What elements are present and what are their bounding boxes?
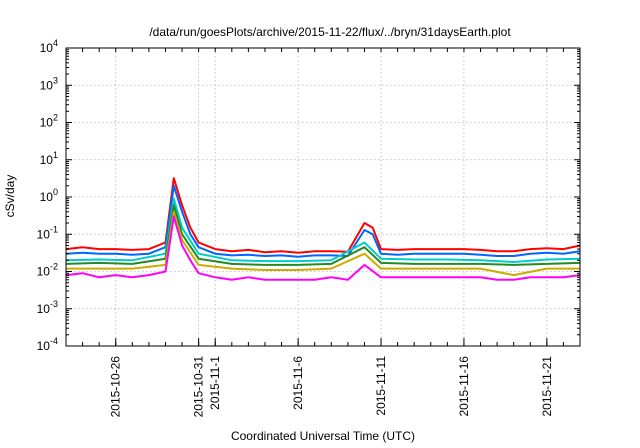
- series-line: [66, 210, 580, 277]
- series-line: [65, 197, 581, 263]
- y-tick-label: 104: [40, 38, 58, 55]
- chart-title: /data/run/goesPlots/archive/2015-11-22/f…: [149, 25, 511, 39]
- x-tick-label: 2015-11-21: [540, 356, 554, 417]
- y-tick-labels: 10-4 10-3 10-2 10-1 100 101 102 103 104: [37, 38, 58, 353]
- x-tick-label: 2015-11-11: [374, 356, 388, 416]
- y-tick-label: 10-3: [37, 299, 58, 316]
- x-tick-label: 2015-11-1: [208, 356, 222, 410]
- y-tick-label: 10-2: [37, 262, 58, 279]
- x-tick-label: 2015-10-26: [109, 356, 123, 418]
- grid-lines: [66, 48, 580, 346]
- x-tick-label: 2015-11-6: [291, 356, 305, 410]
- x-tick-label: 2015-10-31: [192, 356, 206, 418]
- y-tick-label: 103: [40, 75, 58, 92]
- y-tick-label: 102: [40, 113, 58, 130]
- series-line: [65, 184, 581, 258]
- x-axis-label: Coordinated Universal Time (UTC): [231, 429, 415, 443]
- x-tick-label: 2015-11-16: [457, 356, 471, 417]
- axis-ticks: [65, 47, 581, 347]
- y-tick-label: 100: [40, 187, 58, 204]
- series-line: [65, 215, 581, 281]
- y-tick-label: 10-4: [37, 336, 58, 353]
- y-tick-label: 101: [40, 150, 58, 167]
- x-tick-labels: 2015-10-26 2015-10-31 2015-11-1 2015-11-6 20…: [109, 356, 554, 418]
- series-layer: [65, 177, 581, 281]
- y-axis-label: cSv/day: [3, 175, 17, 218]
- y-tick-label: 10-1: [37, 224, 58, 241]
- series-line: [65, 177, 581, 254]
